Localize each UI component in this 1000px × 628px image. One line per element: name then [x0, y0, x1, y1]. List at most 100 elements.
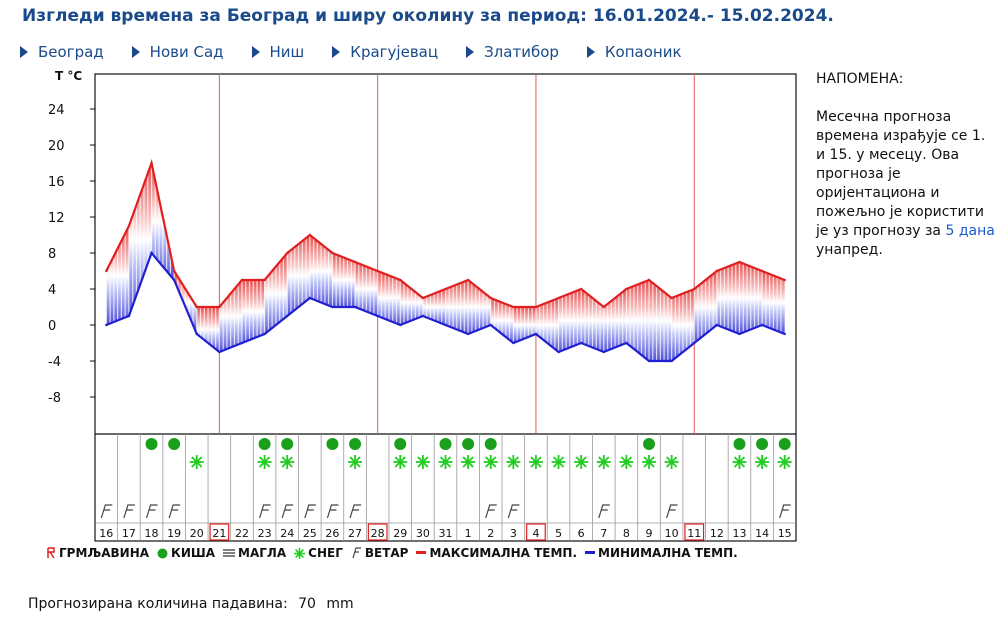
day-label: 6 — [578, 527, 585, 540]
day-label: 27 — [348, 527, 362, 540]
rain-icon — [778, 438, 791, 450]
rain-icon — [643, 438, 656, 450]
legend-storm-label: ГРМЉАВИНА — [59, 546, 150, 560]
fog-icon — [223, 549, 236, 557]
max-temp-point — [489, 296, 492, 300]
day-label: 13 — [732, 527, 746, 540]
min-temp-point — [557, 350, 560, 354]
min-temp-point — [760, 323, 764, 327]
wind-icon — [168, 504, 181, 519]
nav-item-beograd[interactable]: Београд — [20, 43, 104, 61]
day-label: 16 — [99, 527, 113, 540]
arrow-right-icon — [332, 46, 341, 58]
nav-item-kragujevac[interactable]: Крагујевац — [332, 43, 438, 61]
min-temp-point — [444, 323, 447, 327]
max-temp-point — [195, 305, 198, 309]
y-tick-label: 12 — [48, 211, 65, 226]
arrow-right-icon — [251, 46, 260, 58]
legend-fog: МАГЛА — [223, 546, 286, 560]
snow-icon — [755, 455, 770, 469]
snow-icon — [393, 455, 408, 469]
max-temp-point — [534, 305, 538, 309]
highlighted-day-box — [209, 523, 230, 541]
day-label: 11 — [687, 527, 701, 540]
arrow-right-icon — [20, 46, 28, 58]
day-label: 2 — [487, 527, 494, 540]
wind-icon — [326, 504, 339, 519]
chart-legend: ГРМЉАВИНА КИША МАГЛА СНЕГ ВЕТАР МАКСИМАЛ… — [46, 546, 746, 560]
min-temp-point — [670, 359, 673, 363]
min-temp-point — [127, 314, 131, 318]
day-label: 18 — [145, 527, 159, 540]
y-tick-label: 4 — [48, 283, 56, 298]
rain-icon — [394, 438, 407, 450]
rain-icon — [733, 438, 746, 450]
day-label: 14 — [755, 527, 769, 540]
legend-wind-label: ВЕТАР — [364, 546, 409, 560]
nav-item-novi-sad[interactable]: Нови Сад — [131, 43, 224, 61]
max-temp-point — [783, 278, 786, 282]
wind-icon — [123, 504, 135, 519]
min-temp-point — [331, 305, 334, 309]
nav-item-label: Копаоник — [604, 43, 682, 61]
max-temp-point — [444, 287, 447, 291]
y-tick-label: 16 — [48, 175, 65, 190]
min-temp-point — [376, 314, 379, 318]
wind-flag-icon — [352, 547, 361, 559]
note-text: Месечна прогноза времена израђује се 1. … — [816, 109, 986, 239]
max-temp-point — [670, 296, 673, 300]
max-temp-point — [579, 287, 583, 291]
min-temp-point — [308, 296, 312, 300]
note-tail: унапред. — [816, 242, 883, 258]
max-temp-point — [625, 287, 628, 291]
snow-icon — [189, 455, 204, 469]
min-temp-point — [399, 323, 402, 327]
snow-icon — [257, 455, 272, 469]
five-day-forecast-link[interactable]: 5 дана — [945, 223, 995, 239]
snow-icon — [732, 455, 747, 469]
nav-item-kopaonik[interactable]: Копаоник — [586, 43, 682, 61]
max-temp-point — [172, 269, 176, 273]
snow-icon — [596, 455, 611, 469]
max-temp-point — [647, 278, 651, 282]
max-temp-point — [760, 269, 764, 273]
rain-icon — [756, 438, 769, 450]
snow-icon — [415, 455, 430, 469]
max-temp-point — [240, 278, 244, 282]
city-nav: Београд Нови Сад Ниш Крагујевац Златибор… — [20, 43, 710, 61]
max-temp-point — [105, 269, 108, 273]
legend-max-label: МАКСИМАЛНА ТЕМП. — [429, 546, 577, 560]
wind-icon — [259, 504, 271, 519]
wind-icon — [304, 504, 316, 519]
day-label: 20 — [190, 527, 204, 540]
min-temp-point — [172, 278, 176, 282]
day-label: 12 — [710, 527, 724, 540]
max-temp-point — [557, 296, 560, 300]
day-label: 4 — [532, 527, 539, 540]
snow-icon — [280, 455, 295, 469]
max-temp-point — [466, 278, 470, 282]
snow-icon — [348, 455, 363, 469]
day-label: 9 — [646, 527, 653, 540]
min-temp-point — [150, 251, 153, 255]
legend-rain-label: КИША — [171, 546, 216, 560]
precipitation-amount: Прогнозирана количина падавина: 70 mm — [28, 596, 354, 612]
day-label: 30 — [416, 527, 430, 540]
wind-icon — [507, 504, 520, 519]
min-temp-point — [421, 314, 425, 318]
min-temp-point — [693, 341, 696, 345]
nav-item-nis[interactable]: Ниш — [251, 43, 304, 61]
max-temp-point — [421, 296, 425, 300]
wind-icon — [779, 504, 791, 519]
min-temp-point — [579, 341, 583, 345]
day-label: 31 — [439, 527, 453, 540]
nav-item-zlatibor[interactable]: Златибор — [466, 43, 559, 61]
note-heading: НАПОМЕНА: — [816, 71, 904, 87]
legend-min: МИНИМАЛНА ТЕМП. — [585, 546, 738, 560]
max-temp-point — [308, 233, 312, 237]
snow-icon — [506, 455, 521, 469]
max-temp-point — [353, 260, 357, 264]
day-label: 17 — [122, 527, 136, 540]
min-temp-point — [195, 332, 198, 336]
rain-icon — [281, 438, 294, 450]
